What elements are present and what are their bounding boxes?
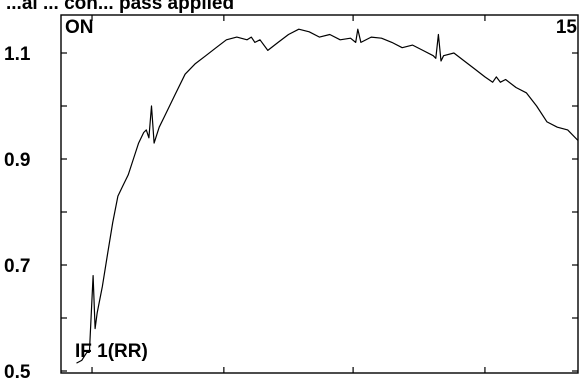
plot-frame (60, 14, 579, 374)
y-tick-label: 0.5 (4, 362, 31, 383)
y-tick-label: 0.9 (4, 150, 30, 171)
y-tick-label: 1.1 (4, 44, 31, 65)
chart-title: ...al ... con... pass applied (6, 0, 234, 14)
label-bottom-left: IF 1(RR) (75, 341, 148, 362)
y-tick-label: 0.7 (4, 256, 30, 277)
label-top-right: 15 (556, 17, 578, 38)
label-top-left: ON (65, 17, 94, 38)
spectrum-line (76, 28, 579, 364)
axis-ticks (61, 15, 578, 373)
y-tick-labels: 0.5 0.7 0.9 1.1 (4, 44, 31, 383)
